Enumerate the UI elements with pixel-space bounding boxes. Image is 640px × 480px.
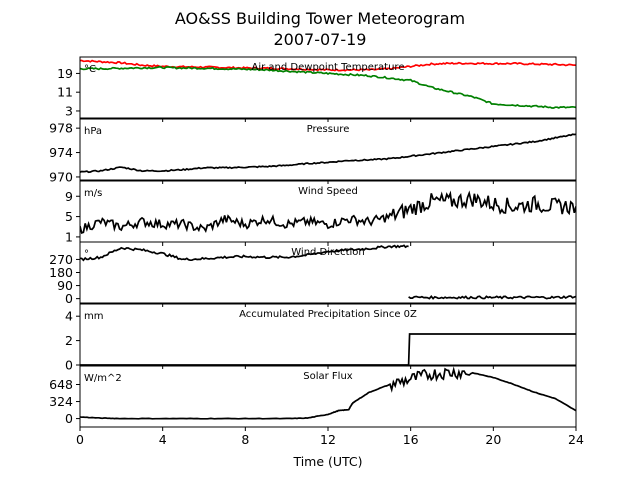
panel-unit-label: °C	[84, 64, 96, 75]
panel-unit-label: m/s	[84, 188, 102, 199]
panel-series-group	[80, 244, 576, 300]
panel-title: Pressure	[307, 124, 350, 135]
y-tick-label: 324	[49, 394, 73, 409]
figure-title-line1: AO&SS Building Tower Meteorogram	[175, 9, 465, 28]
x-axis: 0 4 8 12 16 20 24	[76, 432, 584, 447]
panel-unit-label: W/m^2	[84, 373, 122, 384]
panel-unit-label: °	[84, 249, 89, 260]
y-tick-label: 0	[65, 358, 73, 373]
panel-1-series-2	[80, 65, 576, 109]
panel-3: 1 5 9 m/s Wind Speed	[65, 180, 577, 246]
panel-5-series-1	[80, 333, 576, 365]
y-tick-label: 1	[65, 229, 73, 244]
panel-title: Accumulated Precipitation Since 0Z	[239, 309, 417, 320]
y-tick-label: 270	[49, 252, 73, 267]
y-tick-label: 19	[57, 66, 73, 81]
y-tick-label: 9	[65, 189, 73, 204]
panel-title: Wind Direction	[291, 247, 365, 258]
x-tick-label: 8	[241, 432, 249, 447]
panel-unit-label: hPa	[84, 126, 102, 137]
panel-1: 3 11 19 °C Air and Dewpoint Temperature	[57, 56, 577, 122]
panel-2-series-1	[80, 133, 576, 174]
panel-series-group	[80, 190, 576, 235]
panel-title: Solar Flux	[303, 371, 353, 382]
y-tick-label: 11	[57, 85, 73, 100]
panel-3-series-1	[80, 190, 576, 235]
y-tick-label: 648	[49, 377, 73, 392]
panel-series-group	[80, 59, 576, 109]
x-tick-label: 20	[485, 432, 501, 447]
x-tick-label: 12	[320, 432, 336, 447]
panel-5: 0 2 4 mm Accumulated Precipitation Since 0Z	[65, 303, 577, 373]
panel-series-group	[80, 133, 576, 174]
panel-unit-label: mm	[84, 311, 103, 322]
panel-title: Wind Speed	[298, 186, 358, 197]
panel-title: Air and Dewpoint Temperature	[252, 62, 405, 73]
y-tick-label: 5	[65, 209, 73, 224]
x-tick-label: 0	[76, 432, 84, 447]
panel-6: 0 324 648 W/m^2 Solar Flux	[49, 365, 577, 431]
y-tick-label: 3	[65, 103, 73, 118]
panel-series-group	[80, 366, 576, 420]
y-tick-label: 970	[49, 169, 73, 184]
panel-series-group	[80, 333, 576, 365]
x-tick-label: 24	[568, 432, 584, 447]
panel-6-series-1	[80, 366, 576, 420]
y-tick-label: 978	[49, 121, 73, 136]
panel-1-series-1	[80, 59, 576, 72]
y-tick-label: 974	[49, 145, 73, 160]
y-tick-label: 4	[65, 309, 73, 324]
y-tick-label: 90	[57, 278, 73, 293]
x-tick-label: 16	[403, 432, 419, 447]
x-axis-label: Time (UTC)	[292, 454, 362, 469]
figure-title-line2: 2007-07-19	[274, 30, 367, 49]
panel-2: 970 974 978 hPa Pressure	[49, 118, 577, 184]
panel-4-series-2	[408, 294, 576, 300]
y-tick-label: 180	[49, 265, 73, 280]
panel-4-series-1	[80, 244, 409, 262]
x-tick-label: 4	[159, 432, 167, 447]
y-tick-label: 0	[65, 411, 73, 426]
y-tick-label: 0	[65, 291, 73, 306]
y-tick-label: 2	[65, 333, 73, 348]
